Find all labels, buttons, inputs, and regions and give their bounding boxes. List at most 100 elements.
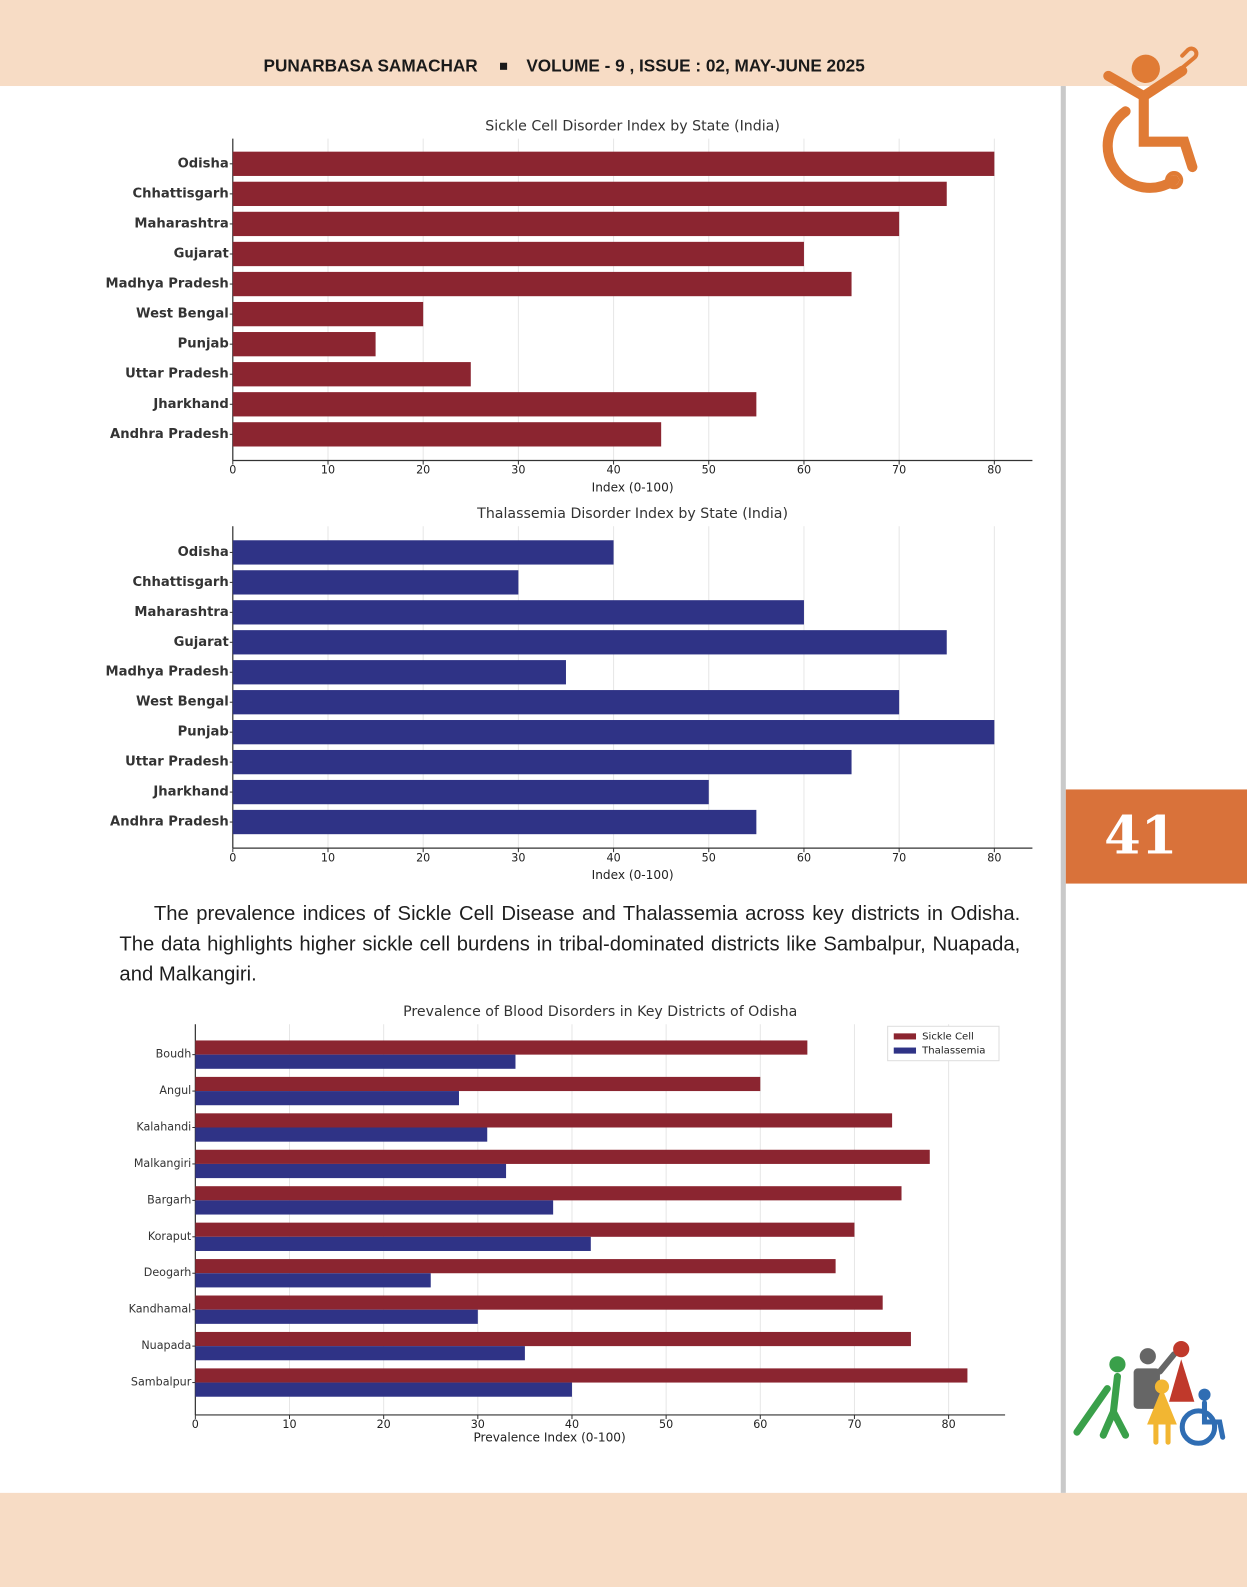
bar (232, 181, 947, 207)
y-tick-label: Chhattisgarh (133, 575, 229, 590)
x-axis-label: Index (0-100) (592, 480, 674, 494)
bar (232, 600, 804, 625)
bar (232, 540, 614, 565)
bar (232, 749, 852, 775)
x-tick-label: 30 (471, 1418, 485, 1431)
x-tick-label: 60 (797, 851, 811, 864)
x-tick-label: 10 (321, 464, 335, 477)
bar (195, 1309, 478, 1324)
chart-title: Prevalence of Blood Disorders in Key Dis… (403, 1004, 797, 1020)
y-tick-label: Odisha (178, 156, 229, 171)
page-number: 41 (1104, 806, 1177, 867)
legend-swatch (893, 1033, 917, 1040)
y-tick-label: Gujarat (174, 246, 229, 261)
bar (232, 301, 424, 327)
x-tick-label: 80 (987, 851, 1001, 864)
bar (232, 570, 519, 595)
x-tick-label: 30 (511, 464, 525, 477)
y-tick-label: Kandhamal (129, 1303, 192, 1316)
x-tick-label: 20 (416, 851, 430, 864)
y-tick-label: Nuapada (141, 1339, 191, 1352)
bar (232, 241, 804, 267)
x-tick-label: 50 (659, 1418, 673, 1431)
x-tick-label: 30 (511, 851, 525, 864)
x-tick-label: 40 (565, 1418, 579, 1431)
y-tick-label: West Bengal (136, 307, 229, 322)
x-tick-label: 20 (377, 1418, 391, 1431)
x-tick-label: 70 (892, 464, 906, 477)
footer-band (0, 1492, 1247, 1587)
x-tick-label: 0 (229, 851, 236, 864)
x-tick-label: 80 (942, 1418, 956, 1431)
x-tick-label: 0 (192, 1418, 199, 1431)
bar (195, 1222, 855, 1237)
paragraph: The prevalence indices of Sickle Cell Di… (119, 902, 1021, 986)
legend-label: Sickle Cell (922, 1031, 974, 1042)
people-logo (1073, 1341, 1226, 1446)
y-tick-label: Uttar Pradesh (125, 367, 229, 382)
y-tick-label: Maharashtra (134, 605, 228, 620)
header-issue: VOLUME - 9 , ISSUE : 02, MAY-JUNE 2025 (526, 55, 865, 75)
y-tick-label: Andhra Pradesh (110, 815, 229, 830)
x-axis-label: Index (0-100) (592, 868, 674, 882)
x-tick-label: 50 (702, 464, 716, 477)
bar (232, 809, 757, 835)
bar (232, 422, 662, 447)
bar (195, 1200, 554, 1215)
paragraph-box: The prevalence indices of Sickle Cell Di… (119, 902, 1021, 986)
bar (232, 271, 852, 297)
bar (195, 1054, 516, 1069)
x-tick-label: 60 (753, 1418, 767, 1431)
bar (232, 151, 995, 176)
legend-swatch (893, 1047, 917, 1054)
x-tick-label: 80 (987, 464, 1001, 477)
bar (195, 1236, 591, 1251)
y-tick-label: Uttar Pradesh (125, 755, 229, 770)
x-tick-label: 70 (847, 1418, 861, 1431)
bar (232, 779, 709, 805)
header-band (0, 0, 1247, 87)
header-separator (500, 62, 508, 70)
y-tick-label: West Bengal (136, 695, 229, 710)
bar (195, 1091, 459, 1106)
bar (195, 1368, 968, 1383)
y-tick-label: Malkangiri (134, 1157, 191, 1170)
bar (232, 720, 995, 745)
bar (195, 1113, 893, 1128)
bar (195, 1346, 525, 1361)
y-tick-label: Maharashtra (134, 216, 228, 231)
y-tick-label: Odisha (178, 545, 229, 560)
x-axis-label: Prevalence Index (0-100) (473, 1431, 625, 1445)
bar (195, 1273, 431, 1288)
header-title: PUNARBASA SAMACHAR (264, 55, 479, 75)
x-tick-label: 40 (606, 851, 620, 864)
x-tick-label: 0 (229, 464, 236, 477)
x-tick-label: 70 (892, 851, 906, 864)
bar (195, 1076, 761, 1092)
page-number-box (1065, 789, 1247, 884)
y-tick-label: Koraput (148, 1230, 192, 1243)
y-tick-label: Bargarh (147, 1193, 191, 1206)
x-tick-label: 10 (282, 1418, 296, 1431)
x-tick-label: 10 (321, 851, 335, 864)
x-tick-label: 40 (606, 464, 620, 477)
y-tick-label: Kalahandi (136, 1120, 191, 1133)
y-tick-label: Boudh (156, 1048, 192, 1061)
wheelchair-logo (1102, 46, 1199, 193)
bar (195, 1127, 488, 1142)
y-tick-label: Sambalpur (131, 1376, 192, 1389)
y-tick-label: Punjab (178, 337, 229, 352)
bar (195, 1163, 507, 1179)
x-tick-label: 50 (702, 851, 716, 864)
bar (232, 392, 757, 417)
y-tick-label: Madhya Pradesh (106, 277, 229, 292)
legend-label: Thalassemia (921, 1046, 985, 1057)
bar (232, 211, 900, 237)
bar (232, 660, 566, 685)
bar (195, 1331, 911, 1347)
y-tick-label: Andhra Pradesh (110, 427, 229, 442)
legend-box (887, 1025, 1000, 1062)
bar (232, 630, 947, 655)
bar (195, 1295, 883, 1310)
